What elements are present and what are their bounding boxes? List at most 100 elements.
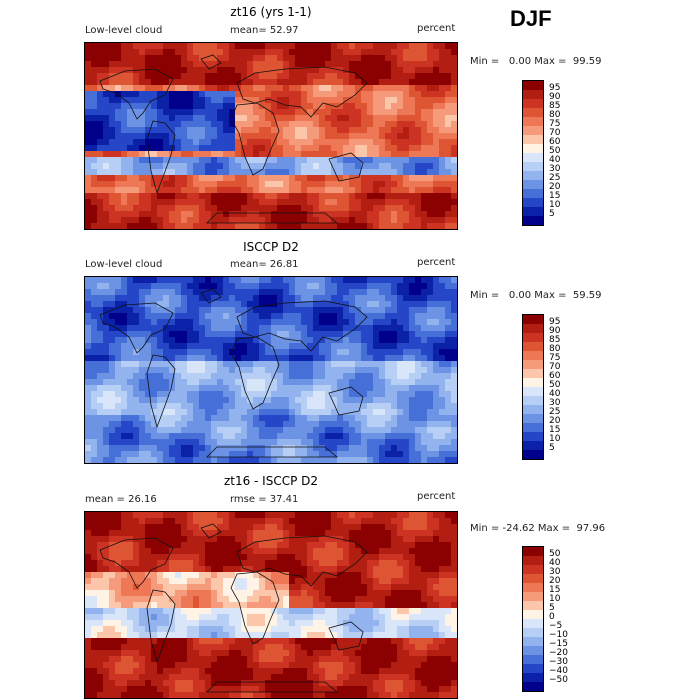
colorbar-tick-label: −50 — [549, 675, 568, 685]
colorbar-swatch — [523, 369, 543, 378]
colorbar-swatch — [523, 216, 543, 225]
colorbar-swatch — [523, 601, 543, 610]
coastline — [230, 102, 280, 176]
colorbar-swatch — [523, 117, 543, 126]
colorbar-swatch — [523, 324, 543, 333]
season-label: DJF — [510, 6, 552, 31]
colorbar — [522, 80, 544, 226]
colorbar-tick-label: 15 — [549, 585, 561, 595]
coastline — [146, 354, 176, 429]
coastline — [99, 68, 174, 120]
colorbar-tick-label: 15 — [549, 425, 561, 435]
colorbar-tick-label: 50 — [549, 146, 561, 156]
colorbar-tick-label: 30 — [549, 164, 561, 174]
colorbar — [522, 546, 544, 692]
colorbar-swatch — [523, 441, 543, 450]
colorbar-tick-label: 25 — [549, 407, 561, 417]
colorbar-swatch — [523, 144, 543, 153]
colorbar-swatch — [523, 162, 543, 171]
colorbar-tick-label: 50 — [549, 380, 561, 390]
colorbar-swatch — [523, 378, 543, 387]
colorbar-tick-label: 15 — [549, 191, 561, 201]
colorbar-swatch — [523, 99, 543, 108]
colorbar-tick-label: 5 — [549, 443, 555, 453]
colorbar-tick-label: 80 — [549, 344, 561, 354]
colorbar-swatch — [523, 180, 543, 189]
colorbar-swatch — [523, 207, 543, 216]
colorbar-swatch — [523, 333, 543, 342]
colorbar-swatch — [523, 628, 543, 637]
colorbar-swatch — [523, 81, 543, 90]
cloud-map-diff — [84, 511, 458, 699]
colorbar-tick-label: 5 — [549, 603, 555, 613]
colorbar-swatch — [523, 315, 543, 324]
colorbar-tick-label: 30 — [549, 398, 561, 408]
colorbar-tick-label: 25 — [549, 173, 561, 183]
coastline — [328, 152, 364, 182]
panel-title: zt16 - ISCCP D2 — [223, 474, 319, 488]
colorbar-tick-label: 20 — [549, 416, 561, 426]
colorbar-swatch — [523, 135, 543, 144]
colorbar-swatch — [523, 592, 543, 601]
units-label: percent — [417, 23, 456, 34]
coastline — [206, 446, 339, 458]
colorbar-tick-label: −30 — [549, 657, 568, 667]
colorbar-swatch — [523, 583, 543, 592]
cloud-map-model — [84, 42, 458, 230]
minmax-label: Min = 0.00 Max = 59.59 — [470, 290, 602, 301]
colorbar-swatch — [523, 432, 543, 441]
cloud-map-obs — [84, 276, 458, 464]
colorbar-tick-label: 70 — [549, 362, 561, 372]
mean-value: mean = 26.16 — [85, 494, 157, 505]
mean-value: mean= 26.81 — [230, 259, 299, 270]
colorbar-tick-label: 10 — [549, 434, 561, 444]
colorbar-tick-label: 75 — [549, 119, 561, 129]
colorbar-tick-label: 70 — [549, 128, 561, 138]
colorbar-tick-label: 40 — [549, 558, 561, 568]
colorbar-swatch — [523, 664, 543, 673]
colorbar-tick-label: 90 — [549, 326, 561, 336]
colorbar-swatch — [523, 126, 543, 135]
colorbar-swatch — [523, 565, 543, 574]
colorbar-swatch — [523, 619, 543, 628]
colorbar-swatch — [523, 655, 543, 664]
coastline — [99, 302, 174, 354]
colorbar-swatch — [523, 396, 543, 405]
coastline — [200, 288, 222, 304]
colorbar-tick-label: 75 — [549, 353, 561, 363]
units-label: percent — [417, 491, 456, 502]
colorbar-swatch — [523, 387, 543, 396]
colorbar-tick-label: 5 — [549, 209, 555, 219]
units-label: percent — [417, 257, 456, 268]
colorbar-swatch — [523, 610, 543, 619]
colorbar-swatch — [523, 423, 543, 432]
coastline — [328, 621, 364, 651]
colorbar-swatch — [523, 637, 543, 646]
panel-title: ISCCP D2 — [243, 240, 299, 254]
colorbar-swatch — [523, 351, 543, 360]
field-label: Low-level cloud — [85, 259, 163, 270]
coastline — [230, 336, 280, 410]
colorbar-tick-label: 95 — [549, 83, 561, 93]
minmax-label: Min = -24.62 Max = 97.96 — [470, 523, 606, 534]
colorbar-tick-label: 85 — [549, 335, 561, 345]
coastline — [236, 66, 368, 118]
colorbar-swatch — [523, 90, 543, 99]
colorbar-swatch — [523, 108, 543, 117]
colorbar-swatch — [523, 414, 543, 423]
panel-title: zt16 (yrs 1-1) — [230, 5, 312, 19]
colorbar-swatch — [523, 547, 543, 556]
colorbar-swatch — [523, 556, 543, 565]
colorbar-tick-label: −10 — [549, 630, 568, 640]
minmax-label: Min = 0.00 Max = 99.59 — [470, 56, 602, 67]
coastline — [146, 589, 176, 664]
colorbar-tick-label: 85 — [549, 101, 561, 111]
colorbar-swatch — [523, 450, 543, 459]
colorbar-tick-label: 40 — [549, 155, 561, 165]
colorbar-tick-label: 0 — [549, 612, 555, 622]
colorbar-swatch — [523, 153, 543, 162]
colorbar-tick-label: 95 — [549, 317, 561, 327]
coastline — [99, 537, 174, 589]
colorbar-tick-label: 40 — [549, 389, 561, 399]
colorbar-tick-label: 60 — [549, 137, 561, 147]
